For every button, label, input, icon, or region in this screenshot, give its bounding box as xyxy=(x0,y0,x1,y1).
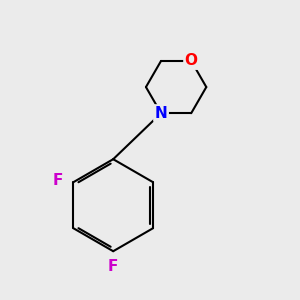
Text: N: N xyxy=(155,106,167,121)
Text: F: F xyxy=(108,259,119,274)
Text: O: O xyxy=(185,53,198,68)
Text: F: F xyxy=(53,173,63,188)
